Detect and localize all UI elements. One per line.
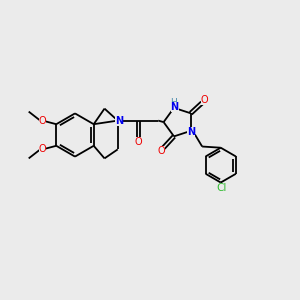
Text: Cl: Cl xyxy=(216,183,226,193)
Text: N: N xyxy=(187,127,195,137)
Text: O: O xyxy=(39,144,46,154)
Text: O: O xyxy=(201,95,208,105)
Text: N: N xyxy=(115,116,123,126)
Text: N: N xyxy=(170,102,178,112)
Text: O: O xyxy=(39,116,46,126)
Text: O: O xyxy=(157,146,165,156)
Text: O: O xyxy=(135,136,142,147)
Text: H: H xyxy=(170,98,177,107)
